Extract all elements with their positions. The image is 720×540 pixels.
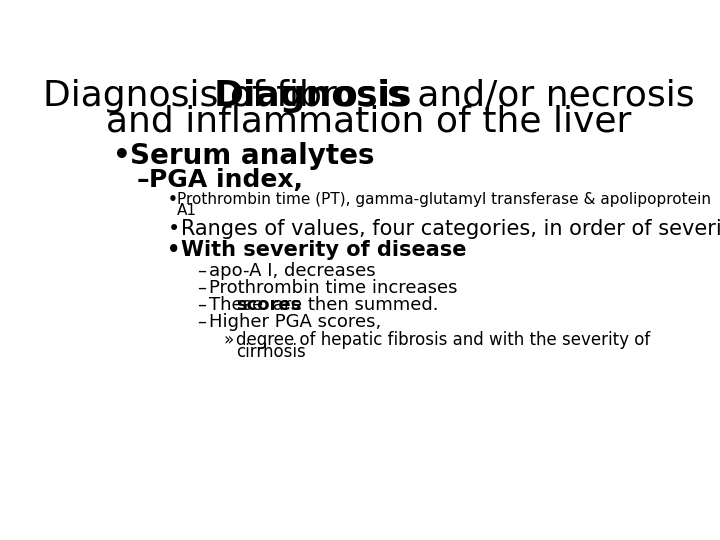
Text: –: – xyxy=(197,279,206,297)
Text: »: » xyxy=(223,331,233,349)
Text: A1: A1 xyxy=(177,204,197,218)
Text: –: – xyxy=(197,313,206,330)
Text: •: • xyxy=(168,192,177,207)
Text: Diagnosis of fibrosis and/or necrosis: Diagnosis of fibrosis and/or necrosis xyxy=(43,79,695,113)
Text: Prothrombin time (PT), gamma-glutamyl transferase & apolipoprotein: Prothrombin time (PT), gamma-glutamyl tr… xyxy=(177,192,711,207)
Text: –: – xyxy=(197,296,206,314)
Text: are then summed.: are then summed. xyxy=(267,296,439,314)
Text: PGA index,: PGA index, xyxy=(149,168,303,192)
Text: apo-A I, decreases: apo-A I, decreases xyxy=(209,262,375,280)
Text: and inflammation of the liver: and inflammation of the liver xyxy=(107,105,631,139)
Text: •: • xyxy=(168,219,180,239)
Text: •: • xyxy=(113,142,131,170)
Text: Prothrombin time increases: Prothrombin time increases xyxy=(209,279,457,297)
Text: degree of hepatic fibrosis and with the severity of: degree of hepatic fibrosis and with the … xyxy=(235,331,650,349)
Text: Serum analytes: Serum analytes xyxy=(130,142,375,170)
Text: •: • xyxy=(168,240,181,260)
Text: scores: scores xyxy=(236,296,302,314)
Text: These: These xyxy=(209,296,269,314)
Text: With severity of disease: With severity of disease xyxy=(181,240,467,260)
Text: –: – xyxy=(137,168,149,192)
Text: Higher PGA scores,: Higher PGA scores, xyxy=(209,313,381,330)
Text: –: – xyxy=(197,262,206,280)
Text: cirrhosis: cirrhosis xyxy=(235,343,305,361)
Text: Diagnosis: Diagnosis xyxy=(214,79,413,113)
Text: Ranges of values, four categories, in order of severity: Ranges of values, four categories, in or… xyxy=(181,219,720,239)
